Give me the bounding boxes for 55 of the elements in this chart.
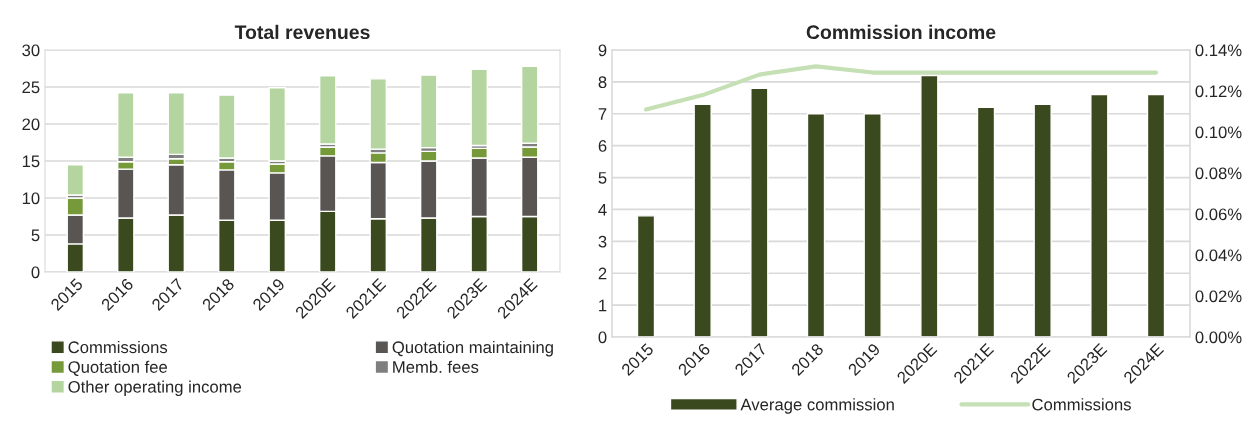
legend-label: Average commission (740, 398, 894, 414)
bar (920, 74, 939, 337)
y2-tick-label: 0.04% (1195, 249, 1242, 262)
y2-tick-label: 0.00% (1195, 331, 1242, 344)
bar (470, 68, 488, 147)
y-tick-label: 0 (31, 266, 40, 279)
bar (369, 78, 388, 150)
y2-tick-label: 0.10% (1195, 126, 1242, 139)
bar (806, 113, 826, 337)
y-tick-label: 5 (598, 172, 607, 184)
bar (863, 113, 882, 337)
bar (636, 215, 656, 337)
bar (976, 106, 996, 337)
line-series (643, 64, 1159, 112)
y-tick-label: 5 (31, 229, 40, 242)
chart-title: Commission income (806, 24, 996, 40)
y-tick-label: 4 (598, 204, 607, 216)
y-tick-label: 30 (22, 44, 40, 57)
bar (419, 74, 438, 149)
y-tick-label: 25 (22, 81, 40, 94)
y2-tick-label: 0.06% (1195, 208, 1242, 221)
y-tick-label: 1 (599, 299, 607, 312)
y-tick-label: 3 (598, 235, 607, 248)
y-tick-label: 6 (598, 140, 607, 152)
legend-label: Quotation fee (68, 360, 168, 376)
y2-tick-label: 0.14% (1195, 44, 1242, 57)
y-tick-label: 8 (598, 76, 607, 89)
bar (318, 75, 337, 145)
y2-tick-label: 0.12% (1195, 85, 1242, 98)
y-tick-label: 9 (598, 44, 607, 57)
bar (1090, 93, 1109, 337)
bar (117, 92, 135, 158)
y-tick-label: 10 (22, 192, 40, 205)
bar (520, 65, 539, 144)
bar (1146, 93, 1166, 337)
y-tick-label: 20 (22, 118, 40, 131)
bar (268, 87, 287, 162)
legend-label: Commissions (68, 340, 168, 354)
legend-label: Commissions (1032, 398, 1131, 411)
legend-label: Quotation maintaining (392, 340, 553, 357)
chart-title: Total revenues (234, 24, 370, 40)
y-tick-label: 2 (598, 267, 607, 280)
y-tick-label: 15 (22, 155, 40, 168)
bar (66, 164, 85, 196)
y-tick-label: 0 (598, 331, 607, 344)
bar (1033, 103, 1052, 337)
legend-label: Memb. fees (393, 360, 479, 373)
y2-tick-label: 0.08% (1195, 167, 1242, 180)
y-tick-label: 7 (598, 108, 607, 120)
y2-tick-label: 0.02% (1195, 290, 1242, 303)
bar (750, 87, 769, 337)
bar (167, 92, 186, 156)
bar (217, 94, 236, 159)
legend-label: Other operating income (68, 380, 242, 397)
bar (693, 103, 712, 337)
